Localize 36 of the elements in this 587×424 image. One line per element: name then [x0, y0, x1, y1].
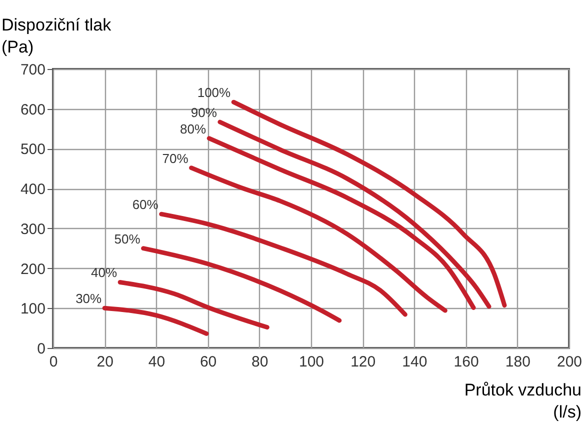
x-tick-label: 80 — [252, 354, 268, 370]
y-axis-title: Dispoziční tlak (Pa) — [2, 16, 112, 56]
line-series — [159, 212, 408, 317]
line-series — [141, 246, 342, 323]
y-tick-label: 600 — [20, 101, 46, 118]
y-tick-label: 0 — [37, 340, 46, 358]
x-axis-title: Průtok vzduchu (l/s) — [464, 380, 582, 422]
line-series — [189, 166, 448, 313]
series-label: 70% — [162, 150, 189, 166]
x-tick-label: 40 — [148, 354, 166, 370]
line-series — [206, 136, 476, 310]
x-tick-label: 100 — [298, 354, 324, 370]
x-tick-label: 0 — [49, 354, 58, 370]
y-tick-label: 500 — [20, 141, 46, 158]
y-tick-label: 400 — [20, 181, 46, 198]
line-series — [218, 120, 492, 309]
series-label: 60% — [132, 197, 159, 212]
series-label: 50% — [114, 231, 141, 246]
series-label: 40% — [91, 265, 118, 280]
series-label: 80% — [180, 121, 207, 136]
x-tick-label: 180 — [505, 354, 530, 370]
x-tick-label: 60 — [200, 354, 217, 370]
line-series — [231, 100, 507, 308]
y-tick-label: 300 — [20, 220, 46, 238]
x-tick-label: 160 — [454, 354, 479, 370]
x-tick-label: 120 — [350, 354, 376, 370]
line-series — [118, 280, 270, 330]
x-tick-label: 20 — [96, 354, 114, 370]
series-label: 30% — [76, 291, 102, 306]
y-tick-label: 700 — [20, 62, 46, 78]
x-tick-label: 200 — [556, 354, 582, 370]
y-tick-label: 100 — [20, 300, 46, 318]
series-label: 90% — [190, 105, 218, 120]
x-tick-label: 140 — [402, 354, 428, 370]
series-label: 100% — [197, 85, 232, 100]
y-tick-label: 200 — [20, 260, 46, 278]
